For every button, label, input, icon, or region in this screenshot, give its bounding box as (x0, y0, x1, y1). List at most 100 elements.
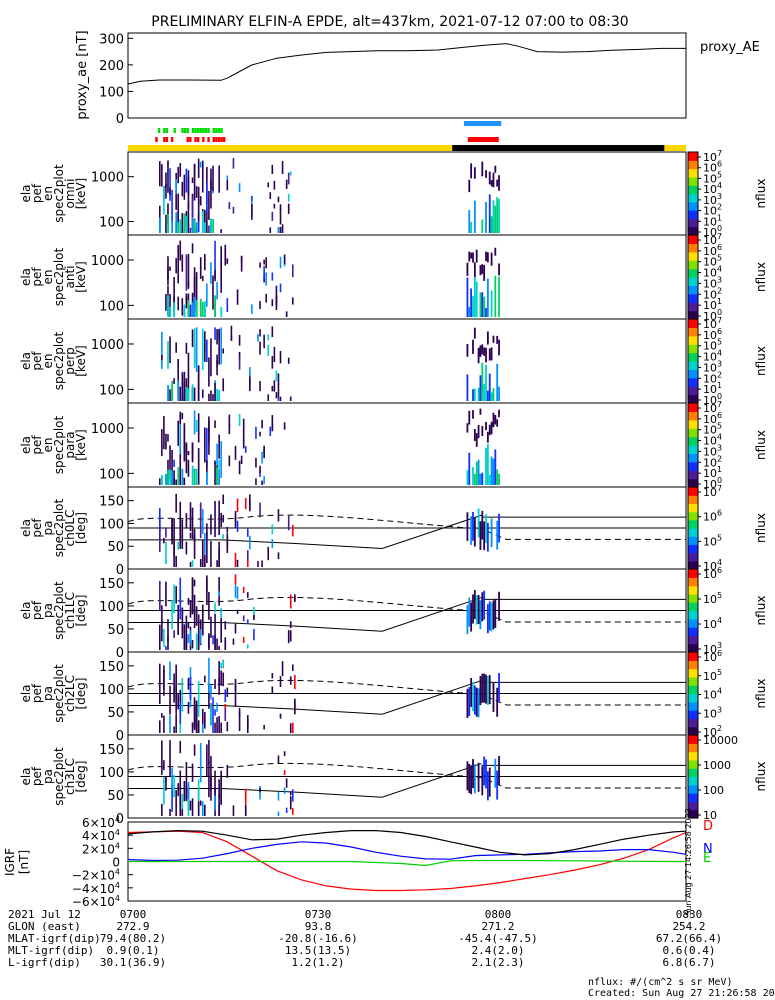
footer-row-label: MLT-igrf(dip) (8, 944, 95, 957)
spectrogram-cell (479, 292, 482, 317)
spectrogram-cell (289, 171, 292, 176)
spectrogram-cell (193, 469, 196, 485)
spectrogram-cell (181, 298, 184, 316)
spectrogram-cell (473, 327, 476, 339)
colorbar-swatch (688, 457, 698, 461)
spectrogram-cell (473, 517, 476, 547)
spectrogram-cell (246, 720, 249, 733)
spectrogram-cell (197, 413, 200, 443)
spectrogram-cell (477, 387, 480, 401)
colorbar-swatch (688, 210, 698, 213)
spectrogram-cell (475, 281, 478, 317)
spectrogram-cell (479, 265, 482, 276)
panel-ytick-label: 100 (99, 600, 124, 615)
spectrogram-cell (183, 388, 186, 401)
spectrogram-cell (234, 585, 237, 598)
colorbar-swatch (688, 761, 698, 765)
science-zone-bar (128, 145, 686, 151)
spectrogram-cell (479, 521, 482, 550)
spectrogram-cell (242, 586, 245, 594)
spectrogram-cell (485, 421, 487, 431)
spectrogram-cell (193, 744, 196, 756)
spectrogram-cell (179, 240, 182, 261)
colorbar-tick-exponent: 6 (717, 509, 722, 518)
colorbar-swatch (688, 532, 698, 535)
colorbar-swatch (688, 745, 698, 749)
green-mark (163, 128, 166, 133)
spectrogram-cell (483, 265, 486, 281)
colorbar-swatch (688, 737, 698, 740)
colorbar-swatch (688, 606, 698, 610)
spectrogram-cell (271, 326, 274, 338)
colorbar-tick-exponent: 6 (717, 327, 722, 336)
spectrogram-cell (208, 684, 210, 709)
spectrogram-cell (171, 518, 173, 542)
green-mark (204, 128, 208, 133)
colorbar-swatch (688, 497, 698, 500)
spectrogram-cell (197, 365, 200, 401)
spectrogram-cell (161, 173, 163, 187)
colorbar-swatch (688, 662, 698, 666)
spectrogram-cell (177, 420, 180, 446)
green-mark (220, 128, 223, 133)
colorbar-tick-exponent: 2 (717, 286, 722, 295)
colorbar-tick-label: 100 (703, 784, 724, 797)
spectrogram-cell (199, 502, 202, 539)
red-mark (222, 137, 226, 142)
panel-ylabel-line: pef (30, 766, 44, 786)
colorbar-swatch (688, 484, 698, 488)
spectrogram-cell (496, 687, 499, 717)
colorbar-swatch (688, 581, 698, 585)
spectrogram-cell (498, 513, 500, 543)
colorbar-swatch (688, 660, 698, 663)
igrf-ytick-label: 4×104 (82, 828, 120, 843)
colorbar-tick-exponent: 2 (717, 203, 722, 212)
colorbar-swatch (688, 394, 698, 398)
spectrogram-cell (169, 187, 171, 196)
spectrogram-cell (161, 474, 163, 485)
proxy-ae-ytick-label: 200 (99, 59, 124, 74)
spectrogram-cell (470, 163, 473, 179)
colorbar-swatch (688, 681, 698, 684)
colorbar-swatch (688, 712, 698, 715)
footer-value: 1.2(1.2) (291, 956, 345, 969)
spectrogram-cell (214, 770, 216, 796)
colorbar-swatch (688, 268, 698, 272)
spectrogram-cell (265, 293, 267, 303)
colorbar-swatch (688, 436, 698, 440)
colorbar-swatch (688, 373, 698, 377)
colorbar-swatch (688, 243, 698, 247)
spectrogram-cell (212, 697, 214, 733)
spectrogram-cell (234, 682, 237, 695)
panel-ylabel-line: ela (19, 519, 33, 537)
spectrogram-cell (271, 299, 274, 307)
colorbar-swatch (688, 172, 698, 176)
igrf-ytick-exponent: 4 (115, 881, 120, 890)
spectrogram-cell (183, 477, 186, 485)
colorbar-swatch (688, 633, 698, 636)
loss-cone-line (128, 514, 482, 550)
spectrogram-cell (226, 179, 229, 191)
spectrogram-cell (263, 725, 265, 730)
spectrogram-cell (189, 630, 192, 646)
colorbar-swatch (688, 203, 698, 207)
spectrogram-cell (475, 249, 478, 263)
colorbar-swatch (688, 803, 698, 807)
spectrogram-cell (485, 674, 487, 704)
colorbar-swatch (688, 695, 698, 699)
spectrogram-cell (208, 635, 210, 650)
spectrogram-cell (181, 213, 184, 233)
colorbar-swatch (688, 525, 698, 529)
spectrogram-cell (187, 781, 190, 801)
spectrogram-cell (185, 634, 188, 650)
panel-ylabel-line: pef (30, 518, 44, 538)
spectrogram-cell (472, 252, 474, 263)
spectrogram-cell (220, 327, 222, 365)
spectrogram-cell (275, 392, 278, 399)
spectrogram-cell (479, 473, 482, 485)
spectrogram-cell (163, 537, 165, 544)
spectrogram-cell (490, 252, 493, 266)
